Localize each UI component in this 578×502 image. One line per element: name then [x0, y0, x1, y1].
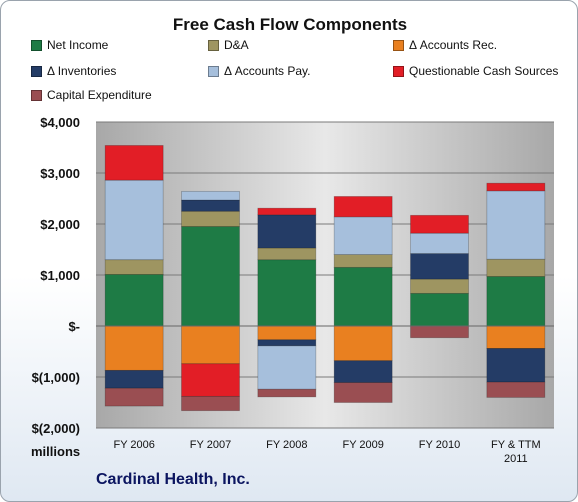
legend-item-inventories: Δ Inventories [31, 64, 116, 78]
bar-inventories [333, 360, 393, 384]
legend-swatch-accounts-pay [208, 65, 219, 77]
bar-accounts-pay [104, 179, 164, 261]
bar-capital-expenditure [257, 388, 317, 398]
bar-accounts-rec [333, 325, 393, 362]
legend-label-accounts-rec: Δ Accounts Rec. [409, 38, 498, 52]
legend-label-accounts-pay: Δ Accounts Pay. [224, 64, 311, 78]
bar-inventories [410, 253, 469, 280]
bar-questionable-cash-sources [486, 182, 546, 192]
bar-capital-expenditure [410, 325, 469, 339]
legend-label-da: D&A [224, 38, 249, 52]
legend-swatch-da [208, 39, 219, 51]
bar-accounts-rec [486, 325, 546, 349]
x-tick-label: 2011 [504, 453, 528, 465]
legend-item-questionable: Questionable Cash Sources [393, 64, 558, 78]
bar-d-a [486, 258, 546, 277]
bar-questionable-cash-sources [257, 207, 317, 216]
bar-capital-expenditure [333, 382, 393, 403]
bar-d-a [410, 278, 469, 294]
x-tick-label: FY 2008 [266, 439, 307, 451]
units-label: millions [31, 444, 81, 459]
company-name: Cardinal Health, Inc. [96, 471, 250, 488]
x-tick-label: FY 2007 [190, 439, 231, 451]
bar-inventories [257, 339, 317, 347]
bar-d-a [104, 259, 164, 275]
bar-accounts-rec [257, 325, 317, 341]
legend-label-questionable: Questionable Cash Sources [409, 64, 559, 78]
bar-inventories [104, 369, 164, 389]
bar-d-a [333, 254, 393, 268]
y-tick-label: $(1,000) [32, 370, 80, 385]
bar-capital-expenditure [104, 387, 164, 407]
bar-inventories [486, 348, 546, 383]
bar-questionable-cash-sources [181, 363, 240, 397]
bar-accounts-pay [181, 190, 240, 201]
y-tick-label: $4,000 [40, 115, 80, 130]
bar-questionable-cash-sources [333, 196, 393, 218]
y-tick-label: $2,000 [40, 217, 80, 232]
bar-accounts-rec [104, 325, 164, 371]
x-tick-label: FY 2006 [113, 439, 154, 451]
legend-swatch-accounts-rec [393, 39, 404, 51]
bar-d-a [181, 210, 240, 227]
bar-net-income [333, 266, 393, 327]
legend-item-da: D&A [208, 38, 249, 52]
bar-d-a [257, 247, 317, 261]
legend-item-accounts-pay: Δ Accounts Pay. [208, 64, 311, 78]
y-tick-label: $1,000 [40, 268, 80, 283]
y-tick-label: $3,000 [40, 166, 80, 181]
bar-net-income [257, 259, 317, 327]
bar-capital-expenditure [486, 381, 546, 398]
legend-item-capex: Capital Expenditure [31, 88, 152, 102]
bar-accounts-rec [181, 325, 240, 365]
bar-net-income [181, 226, 240, 327]
legend-swatch-capex [31, 89, 42, 101]
legend-swatch-inventories [31, 65, 42, 77]
bar-accounts-pay [486, 190, 546, 260]
y-tick-label: $(2,000) [32, 421, 80, 436]
x-tick-label: FY 2010 [419, 439, 460, 451]
bar-accounts-pay [333, 216, 393, 256]
y-tick-label: $- [68, 319, 80, 334]
legend-swatch-questionable [393, 65, 404, 77]
x-tick-label: FY & TTM [491, 439, 541, 451]
bar-questionable-cash-sources [104, 145, 164, 181]
bar-capital-expenditure [181, 395, 240, 412]
chart-title: Free Cash Flow Components [172, 15, 408, 34]
x-tick-label: FY 2009 [342, 439, 383, 451]
legend-swatch-net-income [31, 39, 42, 51]
bar-net-income [486, 276, 546, 327]
bar-net-income [104, 274, 164, 327]
legend-item-net-income: Net Income [31, 38, 108, 52]
legend-label-inventories: Δ Inventories [47, 64, 117, 78]
bar-inventories [181, 199, 240, 212]
bar-net-income [410, 292, 469, 327]
bar-accounts-pay [257, 345, 317, 390]
legend-label-net-income: Net Income [47, 38, 109, 52]
legend-label-capex: Capital Expenditure [47, 88, 152, 102]
bar-inventories [257, 214, 317, 249]
bar-questionable-cash-sources [410, 214, 469, 234]
legend-item-accounts-rec: Δ Accounts Rec. [393, 38, 497, 52]
bar-accounts-pay [410, 232, 469, 254]
